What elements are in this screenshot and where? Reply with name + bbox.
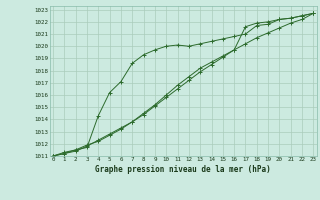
X-axis label: Graphe pression niveau de la mer (hPa): Graphe pression niveau de la mer (hPa) [95,165,271,174]
